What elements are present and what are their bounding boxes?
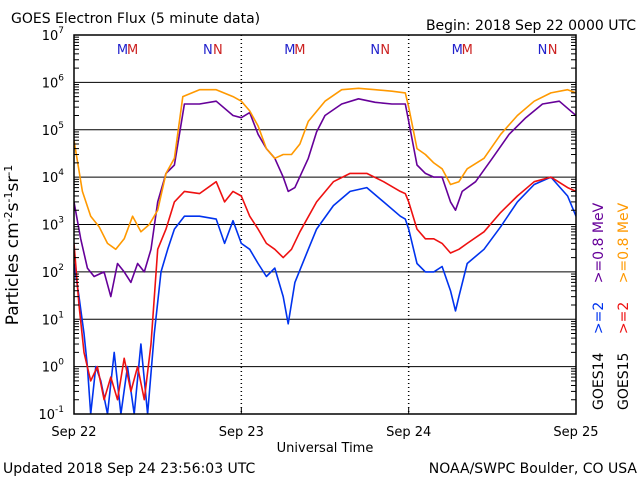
y-tick-label: 10-1 bbox=[38, 405, 64, 423]
credit-text: NOAA/SWPC Boulder, CO USA bbox=[429, 461, 638, 477]
updated-timestamp: Updated 2018 Sep 24 23:56:03 UTC bbox=[3, 461, 256, 477]
marker-m: M bbox=[284, 43, 295, 58]
legend-goes15-ge08: >=0.8 MeV bbox=[616, 202, 632, 283]
marker-m: M bbox=[452, 43, 463, 58]
x-tick-label: Sep 23 bbox=[219, 425, 264, 440]
marker-n: N bbox=[538, 43, 548, 58]
plot-frame bbox=[73, 34, 577, 415]
y-tick-label: 103 bbox=[42, 216, 64, 234]
legend-goes15-ge2: >=2 bbox=[616, 302, 632, 334]
x-tick-label: Sep 25 bbox=[553, 425, 598, 440]
legend-goes14-ge08: >=0.8 MeV bbox=[591, 202, 607, 283]
marker-m: M bbox=[294, 43, 305, 58]
y-tick-label: 105 bbox=[42, 121, 64, 139]
series-line-3 bbox=[74, 176, 576, 414]
y-tick-label: 106 bbox=[42, 73, 65, 91]
marker-n: N bbox=[203, 43, 213, 58]
marker-n: N bbox=[548, 43, 558, 58]
marker-m: M bbox=[127, 43, 138, 58]
series-line-2 bbox=[74, 87, 576, 251]
y-tick-label: 102 bbox=[42, 263, 64, 281]
legend-goes14: GOES14 >=2 >=0.8 MeV bbox=[591, 202, 607, 410]
svg-text:GOES15 >=2 >=0.8 M: GOES15 >=2 >=0.8 MeV bbox=[616, 202, 632, 410]
x-axis-label: Universal Time bbox=[277, 441, 374, 456]
begin-time: Begin: 2018 Sep 22 0000 UTC bbox=[426, 18, 636, 34]
svg-text:GOES14 >=2 >=0.8 M: GOES14 >=2 >=0.8 MeV bbox=[591, 202, 607, 410]
series-line-4 bbox=[74, 172, 576, 401]
legend-goes14-ge2: >=2 bbox=[591, 302, 607, 334]
horizontal-gridlines bbox=[74, 81, 576, 368]
marker-n: N bbox=[380, 43, 390, 58]
local-time-markers: MM N N MM N N MM N N bbox=[117, 43, 558, 58]
legend-goes14-label: GOES14 bbox=[591, 352, 607, 410]
legend-goes15-label: GOES15 bbox=[616, 353, 632, 410]
y-tick-label: 107 bbox=[42, 26, 64, 44]
y-tick-labels: 10-1 100 101 102 103 104 105 106 107 bbox=[38, 26, 64, 423]
y-tick-label: 104 bbox=[42, 168, 65, 186]
x-tick-label: Sep 24 bbox=[386, 425, 431, 440]
marker-n: N bbox=[370, 43, 380, 58]
series-line-1 bbox=[74, 98, 576, 298]
series-layer bbox=[74, 87, 576, 414]
x-tick-labels: Sep 22 Sep 23 Sep 24 Sep 25 bbox=[51, 408, 599, 440]
x-tick-label: Sep 22 bbox=[51, 425, 96, 440]
y-minor-ticks bbox=[74, 36, 576, 401]
y-tick-label: 101 bbox=[42, 310, 64, 328]
marker-m: M bbox=[117, 43, 128, 58]
y-axis-label: Particles cm-2s-1sr-1 bbox=[2, 165, 23, 326]
legend-goes15: GOES15 >=2 >=0.8 MeV bbox=[616, 202, 632, 410]
chart-title: GOES Electron Flux (5 minute data) bbox=[11, 11, 260, 27]
y-tick-label: 100 bbox=[42, 358, 65, 376]
marker-m: M bbox=[462, 43, 473, 58]
marker-n: N bbox=[213, 43, 223, 58]
